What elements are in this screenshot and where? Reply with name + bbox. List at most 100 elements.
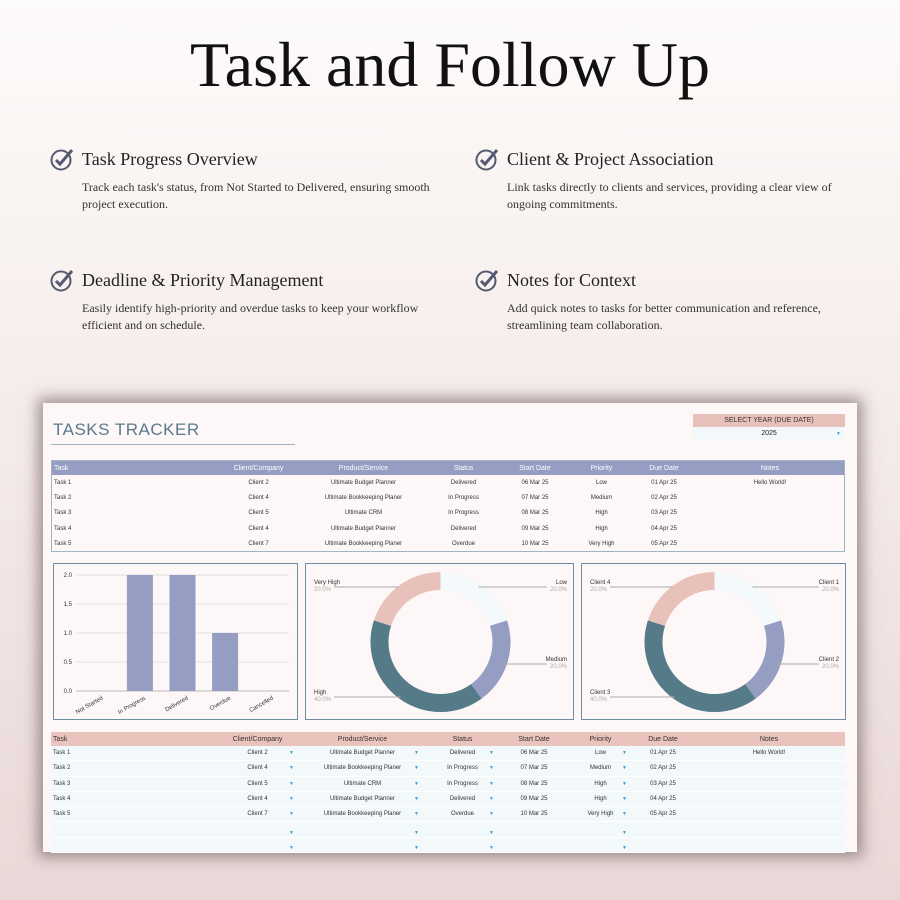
cell[interactable]: In Progress ▼ [425,765,500,771]
cell: Delivered [426,480,501,486]
cell[interactable]: Client 4 ▼ [215,765,300,771]
slice-label: Low [556,580,568,586]
dropdown-arrow-icon[interactable]: ▼ [414,829,419,836]
cell[interactable]: Client 4 ▼ [215,796,300,802]
year-selector[interactable]: SELECT YEAR (DUE DATE) 2025 ▼ [693,414,845,440]
cell-text: Ultimate CRM [343,780,382,787]
dropdown-arrow-icon[interactable]: ▼ [289,750,294,757]
cell[interactable]: Client 2 ▼ [215,750,300,756]
slice-value: 20.0% [590,587,608,593]
cell-text: Task 4 [53,796,71,803]
dropdown-arrow-icon[interactable]: ▼ [414,765,419,772]
dropdown-arrow-icon[interactable]: ▼ [414,780,419,787]
cell[interactable]: In Progress ▼ [425,781,500,787]
dropdown-arrow-icon[interactable]: ▼ [289,765,294,772]
dropdown-arrow-icon[interactable]: ▼ [489,844,494,851]
cell[interactable]: Very High ▼ [568,811,633,817]
column-header: Product/Service [338,464,389,472]
dropdown-arrow-icon[interactable]: ▼ [622,844,627,851]
table-row: Task 3 Client 5 Ultimate CRM In Progress 08 … [52,506,844,521]
cell [500,842,568,848]
dropdown-arrow-icon[interactable]: ▼ [289,829,294,836]
dropdown-arrow-icon[interactable]: ▼ [622,829,627,836]
donut-slice [440,572,508,626]
cell[interactable]: Medium ▼ [568,765,633,771]
cell: 03 Apr 25 [634,510,694,516]
dropdown-arrow-icon[interactable]: ▼ [622,750,627,757]
dropdown-arrow-icon[interactable]: ▼ [622,796,627,803]
cell[interactable]: Ultimate CRM ▼ [300,781,425,787]
column-header: Notes [760,464,780,472]
cell-text: Client 2 [248,479,269,486]
cell: Task 2 [52,495,216,501]
dropdown-arrow-icon[interactable]: ▼ [414,844,419,851]
cell[interactable]: Ultimate Budget Planner ▼ [300,750,425,756]
cell[interactable]: High ▼ [568,796,633,802]
cell: 01 Apr 25 [633,750,693,756]
feature-heading: Deadline & Priority Management [82,269,324,290]
column-header: Client/Company [232,735,283,743]
feature-heading: Task Progress Overview [82,148,258,169]
dropdown-arrow-icon[interactable]: ▼ [414,750,419,757]
year-dropdown[interactable]: 2025 ▼ [693,427,845,440]
cell[interactable]: High ▼ [568,781,633,787]
cell[interactable]: Ultimate Bookkeeping Planer ▼ [300,765,425,771]
cell: 08 Mar 25 [501,510,569,516]
cell[interactable]: Client 5 ▼ [215,781,300,787]
table-row: Task 1 Client 2 ▼ Ultimate Budget Planner ▼ D… [51,746,845,762]
cell-text: Overdue [451,540,475,547]
dropdown-arrow-icon[interactable]: ▼ [622,811,627,818]
cell-text: Hello World! [753,479,787,486]
dropdown-arrow-icon[interactable]: ▼ [289,796,294,803]
dropdown-arrow-icon[interactable]: ▼ [622,780,627,787]
dropdown-arrow-icon[interactable]: ▼ [489,811,494,818]
cell-text: Client 5 [247,780,268,787]
slice-label: Very High [314,580,340,586]
cell: High [569,526,634,532]
cell: 06 Mar 25 [500,750,568,756]
dropdown-arrow-icon[interactable]: ▼ [289,811,294,818]
cell-text: 08 Mar 25 [520,780,548,787]
cell[interactable]: Low ▼ [568,750,633,756]
dropdown-arrow-icon[interactable]: ▼ [289,844,294,851]
cell[interactable]: Client 7 ▼ [215,811,300,817]
cell[interactable]: Delivered ▼ [425,796,500,802]
feature-text: Easily identify high-priority and overdu… [82,301,419,332]
dropdown-arrow-icon[interactable]: ▼ [489,780,494,787]
cell-text: 04 Apr 25 [651,525,677,532]
cell[interactable]: Overdue ▼ [425,811,500,817]
dropdown-arrow-icon[interactable]: ▼ [489,796,494,803]
cell-text: Task 5 [54,540,72,547]
cell-text: Overdue [450,811,474,818]
cell-text: 03 Apr 25 [651,510,677,517]
cell: Client 4 [216,526,301,532]
cell[interactable]: Ultimate Bookkeeping Planer ▼ [300,811,425,817]
dropdown-arrow-icon[interactable]: ▼ [622,765,627,772]
cell: 09 Mar 25 [500,796,568,802]
dropdown-arrow-icon[interactable]: ▼ [489,829,494,836]
dropdown-arrow-icon[interactable]: ▼ [414,811,419,818]
dropdown-arrow-icon[interactable]: ▼ [289,780,294,787]
cell-text: Task 2 [54,494,72,501]
column-header: Task [53,735,68,743]
x-tick-label: Cancelled [249,696,275,715]
cell-text: Client 5 [248,510,269,517]
cell [51,842,215,848]
cell-text: Ultimate Bookkeeping Planer [324,494,403,501]
tasks-dashboard: TASKS TRACKER SELECT YEAR (DUE DATE) 202… [43,403,857,854]
dropdown-arrow-icon[interactable]: ▼ [489,750,494,757]
cell-text: Very High [588,540,615,547]
cell: Task 5 [52,541,216,547]
donut-slice [647,572,715,626]
cell[interactable]: Delivered ▼ [425,750,500,756]
cell: Low [569,480,634,486]
dropdown-arrow-icon[interactable]: ▼ [836,431,841,437]
cell: Task 3 [52,510,216,516]
cell-text: In Progress [448,510,479,517]
dropdown-arrow-icon[interactable]: ▼ [489,765,494,772]
column-header: Notes [759,735,779,743]
cell[interactable]: Ultimate Budget Planner ▼ [300,796,425,802]
cell-text: Medium [590,494,613,501]
dropdown-arrow-icon[interactable]: ▼ [414,796,419,803]
cell: Hello World! [693,750,845,756]
